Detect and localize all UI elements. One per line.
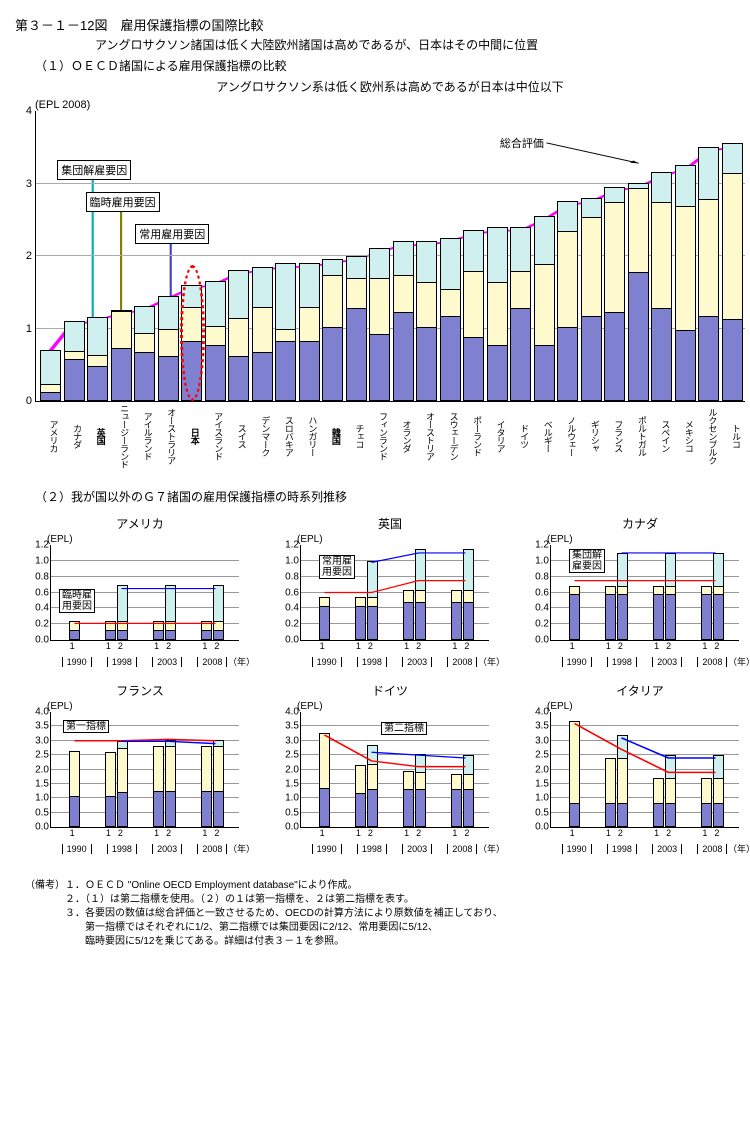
section2-title: （２）我が国以外のＧ７諸国の雇用保護指標の時系列推移	[35, 488, 750, 505]
small-chart-英国: 英国(EPL)0.00.20.40.60.81.01.2常用雇 用要因（年）11…	[275, 515, 505, 667]
bar-スイス	[228, 270, 247, 401]
bar-ポルトガル	[628, 183, 647, 401]
bar-ノルウェー	[557, 201, 576, 401]
bar-韓国	[322, 259, 341, 401]
small-chart-ドイツ: ドイツ(EPL)0.00.51.01.52.02.53.03.54.0第二指標（…	[275, 682, 505, 854]
bar-フィンランド	[369, 248, 388, 401]
main-chart: 01234総合評価集団解雇要因臨時雇用要因常用雇用要因	[35, 111, 745, 402]
bar-フランス	[604, 187, 623, 401]
page-subtitle: アングロサクソン諸国は低く大陸欧州諸国は高めであるが、日本はその中間に位置	[95, 36, 750, 53]
small-chart-イタリア: イタリア(EPL)0.00.51.01.52.02.53.03.54.0（年）1…	[525, 682, 750, 854]
bar-オーストリア	[416, 241, 435, 401]
bar-日本	[181, 285, 200, 401]
small-chart-カナダ: カナダ(EPL)0.00.20.40.60.81.01.2集団解 雇要因（年）1…	[525, 515, 750, 667]
note-1: （備考）１．ＯＥＣＤ "Online OECD Employment datab…	[25, 879, 750, 893]
annotation-joyo: 常用雇用要因	[135, 224, 209, 244]
main-xlabels: アメリカカナダ英国ニュージーランドアイルランドオーストラリア日本アイスランドスイ…	[35, 402, 745, 468]
bar-カナダ	[64, 321, 83, 401]
bar-ポーランド	[463, 230, 482, 401]
bar-スウェーデン	[440, 238, 459, 402]
note-4: 第一指標ではそれぞれに1/2、第二指標では集団要因に2/12、常用要因に5/12…	[25, 921, 750, 935]
bar-ギリシャ	[581, 198, 600, 401]
bar-スペイン	[651, 172, 670, 401]
bar-ドイツ	[510, 227, 529, 401]
small-charts-grid: アメリカ(EPL)0.00.20.40.60.81.01.2臨時雇 用要因（年）…	[25, 515, 750, 869]
section1-title: （１）ＯＥＣＤ諸国による雇用保護指標の比較	[35, 57, 750, 74]
note-2: ２．（１）は第二指標を使用。（２）の１は第一指標を、２は第二指標を表す。	[25, 893, 750, 907]
bar-メキシコ	[675, 165, 694, 401]
bar-アメリカ	[40, 350, 59, 401]
epl-label: (EPL 2008)	[35, 99, 745, 111]
bar-アイルランド	[134, 306, 153, 401]
small-chart-アメリカ: アメリカ(EPL)0.00.20.40.60.81.01.2臨時雇 用要因（年）…	[25, 515, 255, 667]
bar-トルコ	[722, 143, 741, 401]
bar-オーストラリア	[158, 296, 177, 402]
annotation-sogo: 総合評価	[497, 134, 547, 152]
bar-チェコ	[346, 256, 365, 401]
bar-アイスランド	[205, 281, 224, 401]
page-title: 第３－１－12図 雇用保護指標の国際比較	[15, 15, 750, 34]
annotation-shudan: 集団解雇要因	[57, 160, 131, 180]
note-3: ３．各要因の数値は総合評価と一致させるため、OECDの計算方法により原数値を補正…	[25, 907, 750, 921]
annotation-rinji: 臨時雇用要因	[86, 192, 160, 212]
bar-ベルギー	[534, 216, 553, 401]
bar-ルクセンブルク	[698, 147, 717, 401]
section1-note: アングロサクソン系は低く欧州系は高めであるが日本は中位以下	[15, 78, 750, 95]
bar-スロバキア	[275, 263, 294, 401]
bar-ニュージーランド	[111, 310, 130, 401]
main-chart-container: (EPL 2008) 01234総合評価集団解雇要因臨時雇用要因常用雇用要因 ア…	[35, 99, 745, 468]
note-5: 臨時要因に5/12を乗じてある。詳細は付表３－１を参照。	[25, 935, 750, 949]
bar-オランダ	[393, 241, 412, 401]
bar-イタリア	[487, 227, 506, 401]
bar-ハンガリー	[299, 263, 318, 401]
bar-デンマーク	[252, 267, 271, 402]
footnotes: （備考）１．ＯＥＣＤ "Online OECD Employment datab…	[25, 879, 750, 949]
bar-英国	[87, 317, 106, 401]
small-chart-フランス: フランス(EPL)0.00.51.01.52.02.53.03.54.0第一指標…	[25, 682, 255, 854]
